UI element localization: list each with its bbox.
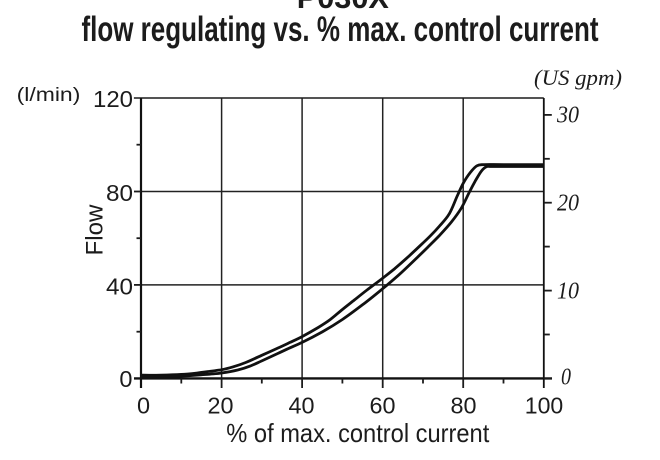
- svg-text:20: 20: [557, 191, 579, 217]
- svg-text:(US gpm): (US gpm): [534, 65, 622, 90]
- svg-text:10: 10: [557, 279, 579, 305]
- svg-text:0: 0: [137, 393, 150, 419]
- svg-text:60: 60: [370, 393, 396, 419]
- svg-text:80: 80: [451, 393, 477, 419]
- svg-text:0: 0: [561, 365, 571, 391]
- svg-text:100: 100: [525, 393, 564, 419]
- svg-text:flow regulating vs. % max. con: flow regulating vs. % max. control curre…: [82, 10, 599, 49]
- svg-text:(l/min): (l/min): [17, 85, 81, 106]
- svg-text:P030X: P030X: [297, 0, 389, 15]
- svg-text:% of max. control current: % of max. control current: [226, 418, 490, 448]
- svg-text:40: 40: [289, 393, 315, 419]
- svg-text:30: 30: [556, 103, 579, 129]
- svg-text:20: 20: [208, 393, 234, 419]
- svg-text:0: 0: [119, 366, 132, 392]
- svg-text:Flow: Flow: [82, 204, 109, 256]
- svg-text:80: 80: [106, 180, 133, 206]
- svg-text:40: 40: [106, 273, 133, 299]
- svg-text:120: 120: [93, 86, 133, 112]
